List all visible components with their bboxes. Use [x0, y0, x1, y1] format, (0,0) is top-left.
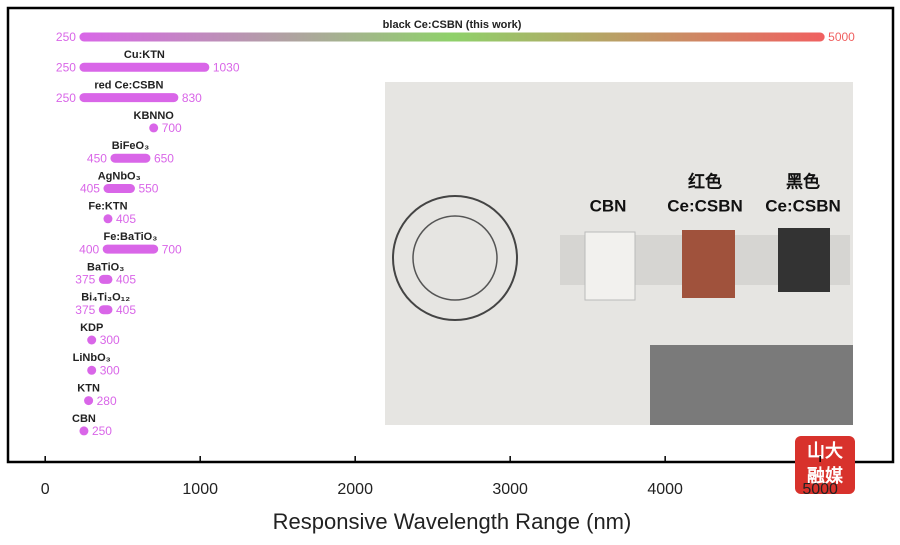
range-bar — [103, 184, 135, 193]
value-label: 300 — [100, 333, 120, 347]
photo-label: 红色 — [688, 171, 722, 191]
value-label: 405 — [116, 212, 136, 226]
item-name: Cu:KTN — [124, 49, 165, 61]
value-label: 1030 — [213, 60, 240, 74]
crystal-cbn — [584, 231, 636, 301]
photo-label: Ce:CSBN — [667, 196, 743, 215]
range-bar — [110, 153, 151, 163]
point — [87, 335, 97, 345]
value-label: 375 — [75, 273, 95, 287]
ruler — [650, 345, 853, 425]
value-label: 280 — [97, 394, 117, 408]
item-name: red Ce:CSBN — [94, 80, 163, 92]
range-bar — [79, 62, 210, 72]
logo-text: 融媒 — [807, 465, 844, 486]
item-name: LiNbO₃ — [73, 352, 111, 364]
point — [79, 426, 89, 436]
photo — [385, 82, 853, 425]
item-name: AgNbO₃ — [98, 170, 141, 182]
item-name: KBNNO — [134, 110, 175, 122]
point — [87, 365, 97, 375]
range-bar — [98, 274, 113, 284]
item-name: KDP — [80, 322, 103, 334]
x-tick-label: 0 — [41, 481, 50, 498]
point — [149, 123, 159, 133]
range-bar — [102, 244, 159, 254]
x-tick-label: 2000 — [337, 481, 373, 498]
value-label: 405 — [116, 303, 136, 317]
value-label: 250 — [56, 30, 76, 44]
item-name: CBN — [72, 413, 96, 425]
point — [103, 214, 113, 224]
value-label: 250 — [56, 91, 76, 105]
logo-text: 山大 — [807, 440, 843, 461]
photo-label: Ce:CSBN — [765, 196, 841, 215]
range-bar — [98, 305, 113, 315]
item-name: black Ce:CSBN (this work) — [383, 19, 522, 31]
crystal-red — [682, 230, 735, 298]
value-label: 400 — [79, 242, 99, 256]
x-tick-label: 4000 — [647, 481, 683, 498]
value-label: 250 — [56, 60, 76, 74]
seal-inner — [412, 215, 498, 301]
value-label: 550 — [138, 182, 158, 196]
x-tick-label: 1000 — [182, 481, 218, 498]
range-bar — [79, 32, 825, 42]
point — [84, 396, 94, 406]
value-label: 700 — [162, 242, 182, 256]
item-name: Fe:KTN — [88, 201, 127, 213]
photo-label: 黑色 — [786, 171, 820, 191]
value-label: 830 — [182, 91, 202, 105]
item-name: BaTiO₃ — [87, 261, 124, 273]
value-label: 250 — [92, 424, 112, 438]
x-axis-title: Responsive Wavelength Range (nm) — [273, 509, 632, 534]
value-label: 405 — [116, 273, 136, 287]
value-label: 450 — [87, 151, 107, 165]
value-label: 405 — [80, 182, 100, 196]
item-name: Fe:BaTiO₃ — [104, 231, 158, 243]
value-label: 375 — [75, 303, 95, 317]
crystal-black — [778, 228, 830, 292]
x-tick-label: 5000 — [802, 481, 838, 498]
value-label: 650 — [154, 151, 174, 165]
x-tick-label: 3000 — [492, 481, 528, 498]
logo: 山大 融媒 — [795, 436, 855, 494]
item-name: Bi₄Ti₃O₁₂ — [81, 292, 130, 304]
range-bar — [79, 93, 179, 103]
seal — [392, 195, 518, 321]
value-label: 300 — [100, 363, 120, 377]
item-name: KTN — [77, 383, 100, 395]
item-name: BiFeO₃ — [112, 140, 149, 152]
value-label: 5000 — [828, 30, 855, 44]
value-label: 700 — [162, 121, 182, 135]
logo-box — [795, 436, 855, 494]
photo-label: CBN — [590, 196, 627, 215]
